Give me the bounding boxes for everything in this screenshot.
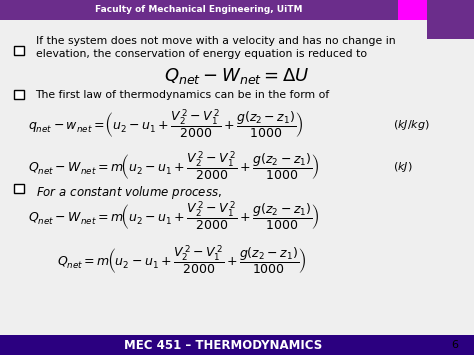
Bar	[14, 90, 24, 99]
Text: Faculty of Mechanical Engineering, UiTM: Faculty of Mechanical Engineering, UiTM	[95, 5, 303, 14]
Text: If the system does not move with a velocity and has no change in: If the system does not move with a veloc…	[36, 36, 395, 45]
Bar	[0, 335, 474, 355]
Text: The first law of thermodynamics can be in the form of: The first law of thermodynamics can be i…	[36, 90, 330, 100]
Text: $Q_{net}-W_{net}=m\!\left(u_2-u_1+\dfrac{V_2^{\,2}-V_1^{\,2}}{2000}+\dfrac{g(z_2: $Q_{net}-W_{net}=m\!\left(u_2-u_1+\dfrac…	[28, 150, 320, 183]
Bar	[427, 0, 474, 39]
Bar	[398, 0, 436, 20]
Text: $\it{For\ a\ constant\ volume\ process,}$: $\it{For\ a\ constant\ volume\ process,}…	[36, 184, 221, 201]
Text: MEC 451 – THERMODYNAMICS: MEC 451 – THERMODYNAMICS	[124, 339, 322, 352]
Bar	[0, 0, 398, 20]
Bar	[14, 184, 24, 193]
Text: elevation, the conservation of energy equation is reduced to: elevation, the conservation of energy eq…	[36, 49, 367, 59]
Text: $\mathit{(kJ/kg)}$: $\mathit{(kJ/kg)}$	[393, 118, 430, 132]
Text: $q_{net}-w_{net}=\!\left(u_2-u_1+\dfrac{V_2^{\,2}-V_1^{\,2}}{2000}+\dfrac{g(z_2-: $q_{net}-w_{net}=\!\left(u_2-u_1+\dfrac{…	[28, 108, 304, 141]
Text: $Q_{net}-W_{net}=m\!\left(u_2-u_1+\dfrac{V_2^{\,2}-V_1^{\,2}}{2000}+\dfrac{g(z_2: $Q_{net}-W_{net}=m\!\left(u_2-u_1+\dfrac…	[28, 200, 320, 233]
Text: $Q_{net}=m\!\left(u_2-u_1+\dfrac{V_2^{\,2}-V_1^{\,2}}{2000}+\dfrac{g(z_2-z_1)}{1: $Q_{net}=m\!\left(u_2-u_1+\dfrac{V_2^{\,…	[57, 244, 306, 277]
Text: $\mathit{(kJ)}$: $\mathit{(kJ)}$	[393, 160, 413, 174]
Bar	[14, 45, 24, 55]
Text: $Q_{net}-W_{net}=\Delta U$: $Q_{net}-W_{net}=\Delta U$	[164, 66, 310, 86]
Text: 6: 6	[452, 340, 458, 350]
